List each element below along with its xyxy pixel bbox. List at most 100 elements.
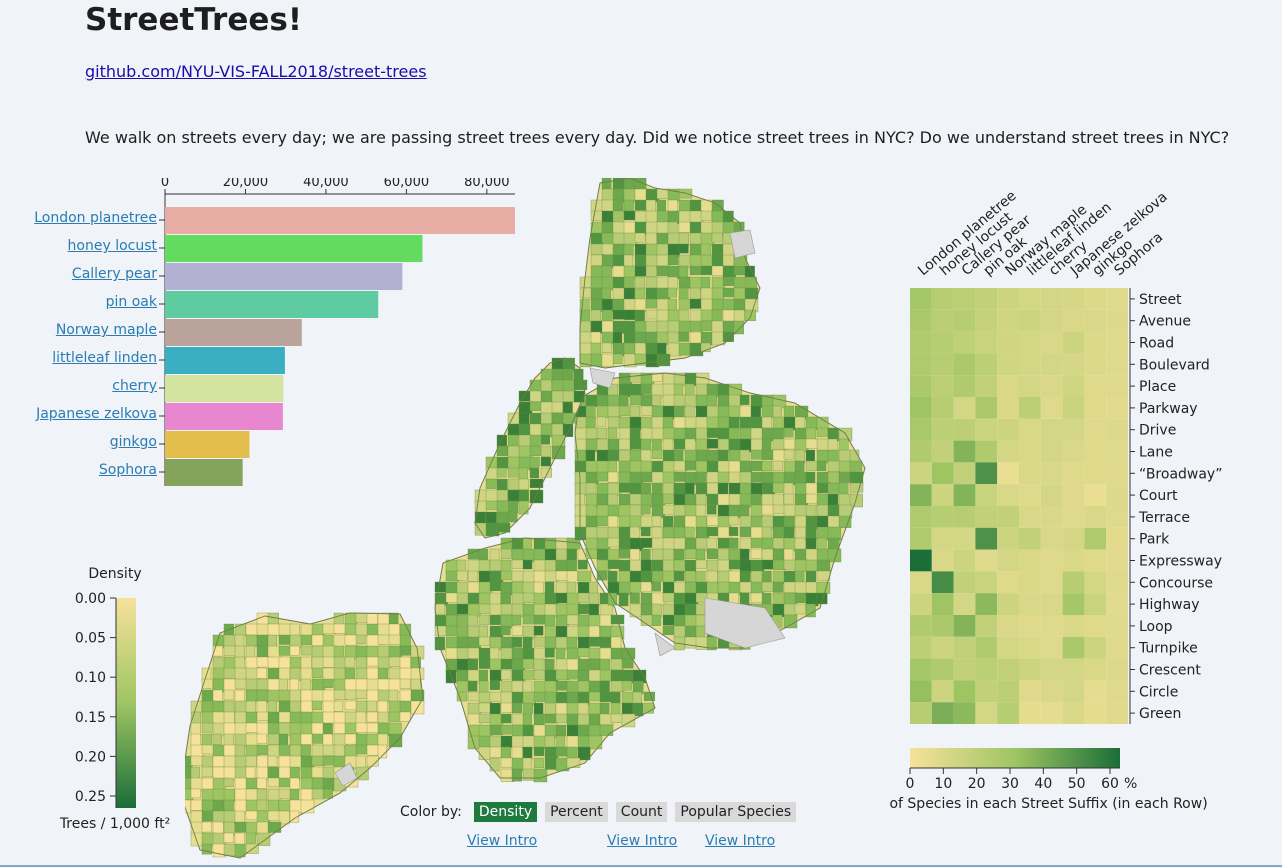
heatmap-cell[interactable] xyxy=(931,462,954,485)
heatmap-cell[interactable] xyxy=(1019,702,1041,724)
heatmap-cell[interactable] xyxy=(1040,418,1063,441)
heatmap-cell[interactable] xyxy=(1106,440,1128,463)
heatmap-cell[interactable] xyxy=(1084,615,1107,637)
heatmap-cell[interactable] xyxy=(997,353,1019,376)
heatmap-cell[interactable] xyxy=(931,571,954,594)
heatmap-cell[interactable] xyxy=(1106,397,1128,419)
bar-label-2[interactable]: Callery pear xyxy=(71,266,157,282)
heatmap-cell[interactable] xyxy=(1084,331,1107,354)
heatmap-cell[interactable] xyxy=(1084,658,1107,681)
heatmap-cell[interactable] xyxy=(931,309,954,332)
heatmap-cell[interactable] xyxy=(910,440,932,463)
heatmap-cell[interactable] xyxy=(953,680,976,703)
bar-label-1[interactable]: honey locust xyxy=(67,238,157,254)
heatmap-cell[interactable] xyxy=(1040,353,1063,376)
heatmap-cell[interactable] xyxy=(997,636,1019,659)
heatmap-cell[interactable] xyxy=(1019,288,1041,310)
bar[interactable] xyxy=(165,403,283,430)
heatmap-cell[interactable] xyxy=(910,309,932,332)
heatmap-cell[interactable] xyxy=(975,440,998,463)
heatmap-cell[interactable] xyxy=(1084,636,1107,659)
heatmap-cell[interactable] xyxy=(953,615,976,637)
heatmap-cell[interactable] xyxy=(997,702,1019,724)
heatmap-cell[interactable] xyxy=(997,309,1019,332)
heatmap-cell[interactable] xyxy=(1040,549,1063,572)
heatmap-cell[interactable] xyxy=(1062,331,1085,354)
bar-label-0[interactable]: London planetree xyxy=(34,210,157,226)
heatmap-cell[interactable] xyxy=(1019,462,1041,485)
heatmap-cell[interactable] xyxy=(997,680,1019,703)
bar[interactable] xyxy=(165,347,285,374)
heatmap-cell[interactable] xyxy=(997,658,1019,681)
count-button[interactable]: Count xyxy=(615,802,668,822)
heatmap-cell[interactable] xyxy=(997,549,1019,572)
heatmap-cell[interactable] xyxy=(1040,375,1063,397)
heatmap-cell[interactable] xyxy=(975,484,998,506)
heatmap-cell[interactable] xyxy=(910,658,932,681)
heatmap-cell[interactable] xyxy=(1084,397,1107,419)
heatmap-cell[interactable] xyxy=(910,484,932,506)
bar[interactable] xyxy=(165,207,515,234)
heatmap-cell[interactable] xyxy=(1019,593,1041,615)
heatmap-cell[interactable] xyxy=(1106,680,1128,703)
heatmap-cell[interactable] xyxy=(1019,397,1041,419)
heatmap-cell[interactable] xyxy=(1084,440,1107,463)
heatmap-cell[interactable] xyxy=(1084,288,1107,310)
heatmap-cell[interactable] xyxy=(1062,484,1085,506)
heatmap-cell[interactable] xyxy=(1106,571,1128,594)
heatmap-cell[interactable] xyxy=(1062,353,1085,376)
heatmap-cell[interactable] xyxy=(1040,462,1063,485)
heatmap-cell[interactable] xyxy=(975,658,998,681)
heatmap-cell[interactable] xyxy=(1019,418,1041,441)
heatmap-cell[interactable] xyxy=(910,527,932,550)
heatmap-cell[interactable] xyxy=(953,331,976,354)
heatmap-cell[interactable] xyxy=(1106,527,1128,550)
view-intro-link-2[interactable]: View Intro xyxy=(607,833,678,849)
heatmap-cell[interactable] xyxy=(931,331,954,354)
heatmap-cell[interactable] xyxy=(1040,658,1063,681)
heatmap-cell[interactable] xyxy=(1106,331,1128,354)
borough-manhattan[interactable] xyxy=(474,357,588,539)
density-button[interactable]: Density xyxy=(473,802,538,822)
heatmap-cell[interactable] xyxy=(953,636,976,659)
heatmap-cell[interactable] xyxy=(975,615,998,637)
heatmap-cell[interactable] xyxy=(975,680,998,703)
heatmap-cell[interactable] xyxy=(975,462,998,485)
bar-label-8[interactable]: ginkgo xyxy=(109,434,157,450)
heatmap-cell[interactable] xyxy=(1040,680,1063,703)
heatmap-cell[interactable] xyxy=(931,593,954,615)
heatmap-cell[interactable] xyxy=(975,571,998,594)
heatmap-cell[interactable] xyxy=(931,658,954,681)
popular-species-button[interactable]: Popular Species xyxy=(675,802,797,822)
heatmap-cell[interactable] xyxy=(1040,397,1063,419)
heatmap-cell[interactable] xyxy=(975,375,998,397)
heatmap-cell[interactable] xyxy=(910,397,932,419)
heatmap-cell[interactable] xyxy=(1040,527,1063,550)
heatmap-cell[interactable] xyxy=(1084,571,1107,594)
heatmap-cell[interactable] xyxy=(931,702,954,724)
heatmap-cell[interactable] xyxy=(931,506,954,528)
bar-label-7[interactable]: Japanese zelkova xyxy=(36,406,157,422)
github-repo-link[interactable]: github.com/NYU-VIS-FALL2018/street-trees xyxy=(85,62,427,81)
heatmap-cell[interactable] xyxy=(1040,484,1063,506)
heatmap-cell[interactable] xyxy=(953,375,976,397)
heatmap-cell[interactable] xyxy=(931,615,954,637)
heatmap-cell[interactable] xyxy=(931,680,954,703)
heatmap-cell[interactable] xyxy=(931,375,954,397)
heatmap-cell[interactable] xyxy=(1019,615,1041,637)
heatmap-cell[interactable] xyxy=(1062,397,1085,419)
heatmap-cell[interactable] xyxy=(910,680,932,703)
heatmap-cell[interactable] xyxy=(910,418,932,441)
heatmap-cell[interactable] xyxy=(953,484,976,506)
heatmap-cell[interactable] xyxy=(1019,506,1041,528)
heatmap-cell[interactable] xyxy=(975,506,998,528)
heatmap-cell[interactable] xyxy=(1062,593,1085,615)
heatmap-cell[interactable] xyxy=(1106,288,1128,310)
nyc-tree-density-map[interactable] xyxy=(185,178,875,868)
heatmap-cell[interactable] xyxy=(975,593,998,615)
heatmap-cell[interactable] xyxy=(1062,636,1085,659)
heatmap-cell[interactable] xyxy=(997,462,1019,485)
heatmap-cell[interactable] xyxy=(1062,309,1085,332)
heatmap-cell[interactable] xyxy=(910,288,932,310)
bar[interactable] xyxy=(165,263,403,290)
